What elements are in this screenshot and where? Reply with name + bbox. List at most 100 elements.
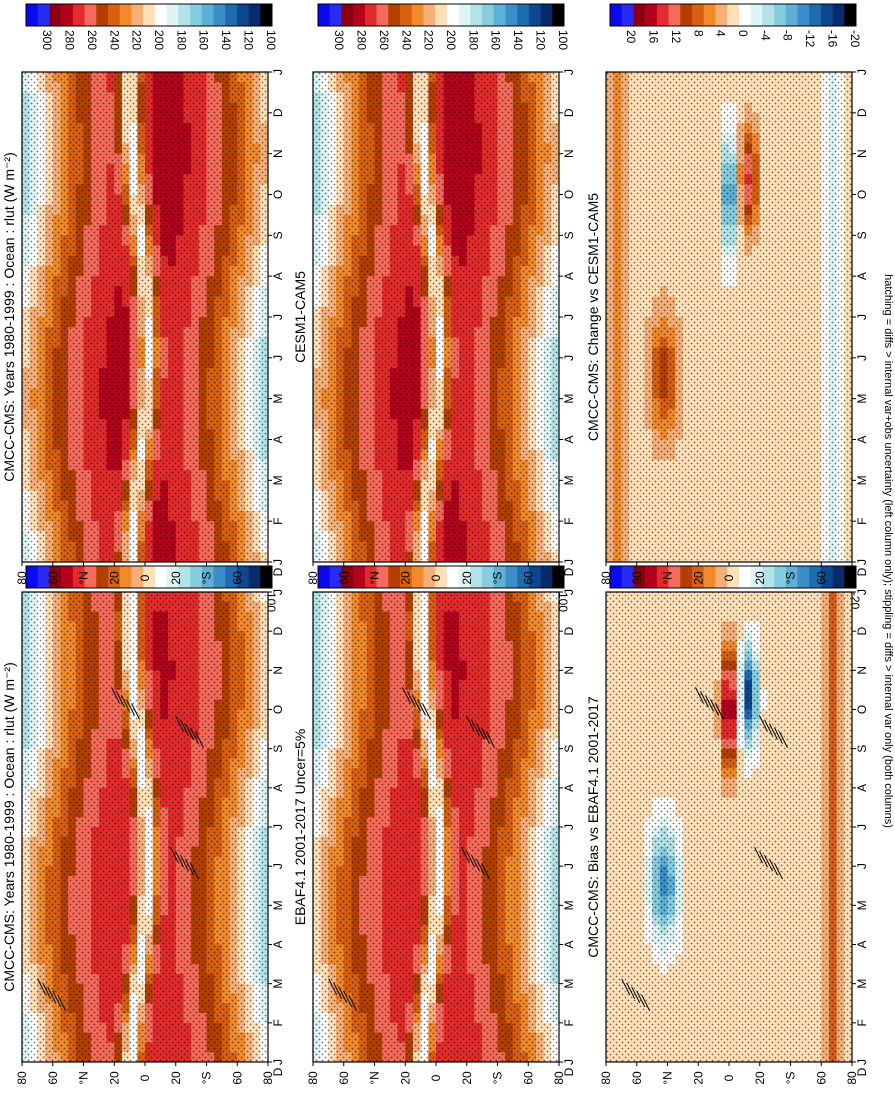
colorbar-swatch [376, 4, 389, 26]
colorbar-label: 160 [489, 30, 503, 50]
colorbar-swatch [154, 4, 167, 26]
panel-model-left: 300280260240220200180160140120100CMCC-CM… [1, 565, 285, 1085]
colorbar-frame [25, 565, 273, 589]
colorbar-swatch [528, 4, 541, 26]
colorbar-swatch [552, 4, 565, 26]
colorbar-label: 300 [332, 30, 346, 50]
panel-title: CMCC-CMS: Years 1980-1999 : Ocean : rlut… [1, 152, 17, 482]
month-label: A [271, 272, 285, 280]
lat-label: 20 [460, 1071, 474, 1085]
colorbar-label: 120 [533, 30, 547, 50]
month-label: D [271, 1067, 285, 1076]
colorbar-swatch [446, 4, 459, 26]
colorbar-swatch [49, 4, 62, 26]
colorbar-swatch [364, 4, 377, 26]
hatch-line [485, 731, 495, 748]
month-label: F [271, 1019, 285, 1026]
hatch-line [481, 862, 490, 880]
colorbar-model-right: 300 280 260 240 220 200 180 160 140 120 100 [25, 3, 278, 50]
colorbar-swatch [248, 566, 261, 588]
colorbar-label: 240 [107, 30, 121, 50]
month-label: M [562, 900, 576, 910]
lat-label: 20 [107, 571, 121, 585]
hatch-line [47, 986, 57, 1004]
colorbar-label: 240 [399, 30, 413, 50]
colorbar-swatch [154, 566, 167, 588]
colorbar-swatch [143, 4, 156, 26]
colorbar-swatch [528, 566, 541, 588]
colorbar-swatch [400, 4, 413, 26]
colorbar-swatch [190, 4, 203, 26]
colorbar-swatch [84, 4, 97, 26]
lat-label: 80 [552, 1071, 566, 1085]
hatch-line [52, 990, 62, 1008]
colorbar-swatch [552, 566, 565, 588]
colorbar-swatch [119, 4, 132, 26]
month-label: O [271, 705, 285, 714]
hatch-line [333, 982, 343, 1000]
stippling-overlay [22, 72, 268, 562]
colorbar-swatch [49, 566, 62, 588]
colorbar-swatch [131, 4, 144, 26]
month-label: F [562, 1019, 576, 1026]
colorbar-swatch [458, 4, 471, 26]
lat-label: 60 [521, 1071, 535, 1085]
month-label: J [271, 589, 285, 595]
month-label: A [271, 940, 285, 948]
colorbar-swatch [143, 566, 156, 588]
colorbar-swatch [72, 4, 85, 26]
colorbar-swatch [388, 4, 401, 26]
hatch-line [466, 850, 475, 868]
hatch-line [470, 719, 480, 736]
month-label: N [271, 149, 285, 158]
month-label: J [271, 69, 285, 75]
hatch-line [475, 723, 485, 740]
hatch-line [111, 687, 120, 704]
hatch-line [184, 723, 194, 740]
hatch-line [343, 990, 353, 1008]
lat-label: 80 [15, 1071, 29, 1085]
colorbar-swatch [61, 566, 74, 588]
month-label: M [271, 900, 285, 910]
colorbar-ref-model: 300 280 260 240 220 200 180 160 140 120 100 [317, 3, 570, 50]
month-label: N [271, 666, 285, 675]
colorbar-swatch [166, 566, 179, 588]
lat-label: 60 [46, 571, 60, 585]
month-label: D [271, 567, 285, 576]
colorbar-swatch [260, 566, 273, 588]
colorbar-frame [25, 3, 273, 27]
colorbar-swatch [201, 566, 214, 588]
colorbar-label: 260 [85, 30, 99, 50]
month-label: D [271, 108, 285, 117]
colorbar-swatch [482, 566, 495, 588]
hatch-line [42, 982, 52, 1000]
month-label: J [271, 824, 285, 830]
hatch-line [170, 846, 179, 864]
month-label: O [271, 190, 285, 199]
month-label: A [271, 784, 285, 792]
month-label: J [271, 314, 285, 320]
month-label: D [562, 1067, 576, 1076]
stippling-overlay [22, 592, 268, 1062]
colorbar-swatch [119, 566, 132, 588]
lat-label: °S [200, 572, 214, 585]
month-label: O [562, 705, 576, 714]
month-label: M [271, 394, 285, 404]
colorbar-swatch [341, 4, 354, 26]
month-label: J [562, 589, 576, 595]
hatch-line [476, 858, 485, 876]
colorbar-swatch [260, 4, 273, 26]
hatching-marks [328, 687, 495, 1012]
colorbar-swatch [458, 566, 471, 588]
colorbar-swatch [329, 566, 342, 588]
lat-label: 60 [337, 1071, 351, 1085]
colorbar-swatch [482, 4, 495, 26]
hatching-marks [37, 687, 204, 1012]
colorbar-swatch [213, 566, 226, 588]
colorbar-label: 180 [174, 30, 188, 50]
month-label: D [271, 627, 285, 636]
colorbar-label: 280 [355, 30, 369, 50]
colorbar-swatch [178, 566, 191, 588]
month-label: F [271, 517, 285, 524]
hatch-line [194, 731, 204, 748]
